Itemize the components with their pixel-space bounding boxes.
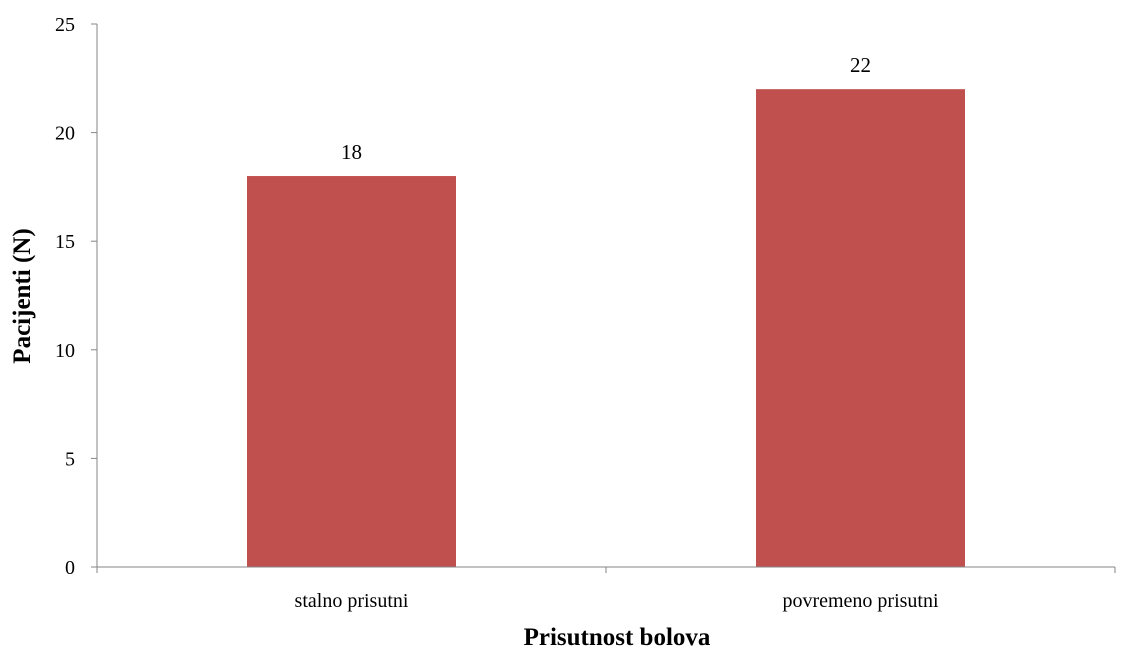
bars <box>247 89 965 568</box>
bar-value-label: 18 <box>341 140 362 164</box>
y-axis-ticks: 0 5 10 15 20 25 <box>55 14 97 579</box>
y-tick-label: 5 <box>65 448 75 470</box>
x-tick-label: povremeno prisutni <box>782 590 939 612</box>
y-axis-title: Pacijenti (N) <box>9 228 36 363</box>
bar <box>247 176 456 568</box>
y-tick-label: 10 <box>55 340 75 362</box>
bar <box>756 89 965 567</box>
bar-value-label: 22 <box>850 53 871 77</box>
x-axis-ticks: stalno prisutni povremeno prisutni <box>96 567 1116 612</box>
y-tick-label: 20 <box>55 123 75 145</box>
y-tick-label: 25 <box>55 14 75 36</box>
x-axis-title: Prisutnost bolova <box>524 624 711 648</box>
y-tick-label: 0 <box>65 557 75 579</box>
y-tick-label: 15 <box>55 231 75 253</box>
x-tick-label: stalno prisutni <box>295 590 409 612</box>
